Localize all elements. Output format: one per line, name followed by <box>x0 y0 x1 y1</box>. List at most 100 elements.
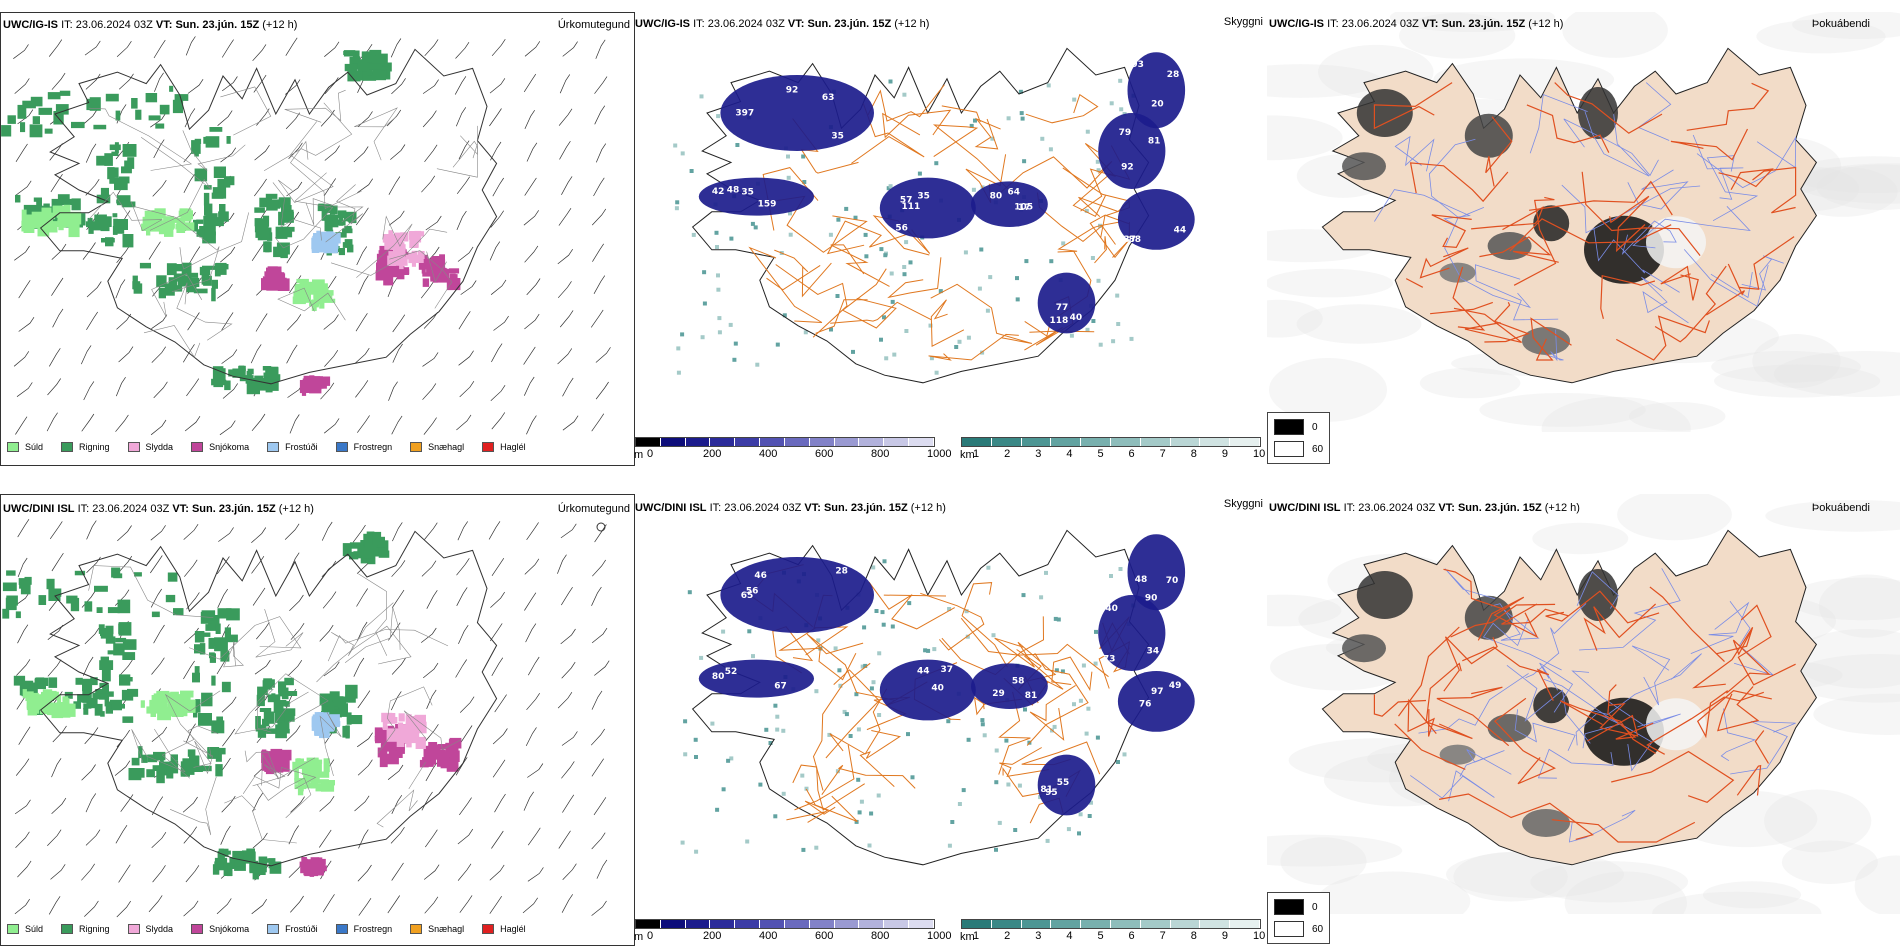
fog-legend-swatch <box>1274 899 1304 915</box>
colorbar-strip <box>961 437 1261 447</box>
legend-swatch <box>127 924 140 934</box>
colorbar-cell <box>1230 920 1260 928</box>
colorbar-cell <box>660 438 686 446</box>
legend-label: Frostúði <box>285 442 318 452</box>
visibility-panel-bottom: 56 52 40 58 34 49 95 90 46 67 37 81 73 97 55 48 28 80 44 29… <box>633 494 1267 944</box>
colorbar-tick: 800 <box>871 448 890 460</box>
legend-swatch <box>335 924 348 934</box>
precip-legend: Súld Rigning Slydda Snjókoma Frostúði Frostre… <box>7 924 544 934</box>
cloud-base-label: 42 <box>712 187 725 197</box>
cloud-base-label: 64 <box>1008 187 1021 197</box>
colorbar-cell <box>834 920 860 928</box>
legend-swatch <box>267 442 280 452</box>
colorbar-cell <box>834 438 860 446</box>
legend-swatch <box>410 442 423 452</box>
cloud-base-label: 76 <box>1139 700 1152 710</box>
colorbar-cell <box>1051 438 1082 446</box>
fog-legend-row: 60 <box>1274 441 1323 457</box>
legend-item: Slydda <box>127 924 173 934</box>
colorbar-tick: 2 <box>1004 930 1011 942</box>
colorbar-tick: 7 <box>1159 930 1166 942</box>
colorbar-cell <box>1170 438 1201 446</box>
colorbar-tick: 6 <box>1128 448 1135 460</box>
cloud-base-label: 77 <box>1056 303 1069 313</box>
colorbar-tick: 9 <box>1221 448 1228 460</box>
legend-item: Snæhagl <box>410 442 464 452</box>
cloud-base-label: 159 <box>758 199 777 209</box>
cloud-base-label: 40 <box>1105 604 1118 614</box>
colorbar-ticks: 0 200 400 600 800 1000 <box>635 447 951 461</box>
cloud-base-label: 35 <box>917 192 930 202</box>
cloud-base-label: 52 <box>725 667 738 677</box>
panel-header: UWC/DINI ISL IT: 23.06.2024 03Z VT: Sun.… <box>635 502 946 514</box>
colorbar-cell <box>884 920 910 928</box>
legend-item: Rigning <box>61 442 110 452</box>
colorbar-cell <box>636 438 661 446</box>
cloud-base-label: 81 <box>1040 785 1053 795</box>
panel-title: Úrkomutegund <box>557 503 630 515</box>
legend-swatch <box>335 442 348 452</box>
cloud-base-label: 81 <box>1025 691 1038 701</box>
cloud-base-label: 29 <box>992 689 1005 699</box>
colorbar-tick: 8 <box>1190 448 1197 460</box>
fog-legend-value: 0 <box>1312 901 1318 913</box>
panel-title: Þokuábendi <box>1811 502 1870 514</box>
panel-title: Úrkomutegund <box>557 19 630 31</box>
cloud-base-label: 34 <box>1147 646 1160 656</box>
legend-label: Súld <box>25 442 44 452</box>
colorbar-tick: 200 <box>703 448 722 460</box>
legend-item: Rigning <box>61 924 110 934</box>
cloud-base-label: 397 <box>735 108 754 118</box>
cloud-base-label: 97 <box>1151 687 1164 697</box>
legend-label: Slydda <box>145 442 174 452</box>
colorbar-cell <box>1140 438 1171 446</box>
cloud-base-label: 95 <box>1045 788 1058 798</box>
legend-item: Frostúði <box>267 924 318 934</box>
colorbar-cell <box>962 920 992 928</box>
colorbar-cell <box>636 920 661 928</box>
legend-item: Frostregn <box>335 924 392 934</box>
cloud-base-label: 70 <box>1166 576 1179 586</box>
colorbar-cell <box>685 438 711 446</box>
legend-item: Haglél <box>482 924 526 934</box>
colorbar-cell <box>909 920 934 928</box>
colorbar-tick: 1000 <box>927 448 952 460</box>
visibility-map-top: 63 48 56 105 92 37 40 93 92 42 35 17 81 44 118 28 35 35 57… <box>673 47 1195 384</box>
cloud-base-label: 79 <box>1119 128 1132 138</box>
colorbar-cell <box>735 438 761 446</box>
legend-label: Snjókoma <box>209 442 250 452</box>
legend-swatch <box>410 924 423 934</box>
cloud-base-label: 81 <box>1148 137 1161 147</box>
cloud-base-label: 49 <box>1169 681 1182 691</box>
colorbar-tick: 7 <box>1159 448 1166 460</box>
colorbar-tick: 9 <box>1221 930 1228 942</box>
precip-map-bottom <box>2 519 610 918</box>
colorbar-cell <box>1230 438 1260 446</box>
legend-label: Haglél <box>500 924 526 934</box>
fog-legend: 0 60 <box>1267 412 1331 464</box>
colorbar-tick: 10 <box>1253 930 1266 942</box>
colorbar-tick: 2 <box>1004 448 1011 460</box>
colorbar-cell <box>784 438 810 446</box>
colorbar-unit: m <box>634 449 644 461</box>
colorbar-tick: 5 <box>1097 930 1104 942</box>
legend-swatch <box>127 442 140 452</box>
cloud-base-label: 20 <box>1151 99 1164 109</box>
colorbar-cell <box>1021 920 1052 928</box>
colorbar-tick: 1 <box>973 930 980 942</box>
cloud-base-label: 105 <box>1014 203 1033 213</box>
colorbar-cell <box>1081 438 1111 446</box>
cloud-base-label: 44 <box>1174 226 1187 236</box>
colorbar-strip <box>635 437 935 447</box>
cloud-base-label: 40 <box>931 684 944 694</box>
colorbar-cell <box>809 920 835 928</box>
cloud-base-label: 88 <box>1129 235 1142 245</box>
cloud-base-label: 67 <box>774 682 787 692</box>
cloud-base-label: 44 <box>917 666 930 676</box>
legend-label: Rigning <box>79 924 110 934</box>
colorbar-tick: 4 <box>1066 930 1073 942</box>
calm-wind-marker <box>596 522 606 532</box>
colorbar-cell <box>1110 438 1141 446</box>
colorbar-cell <box>1200 438 1231 446</box>
visibility-colorbar: 1 2 3 4 5 6 7 8 9 10 km <box>960 919 1265 943</box>
